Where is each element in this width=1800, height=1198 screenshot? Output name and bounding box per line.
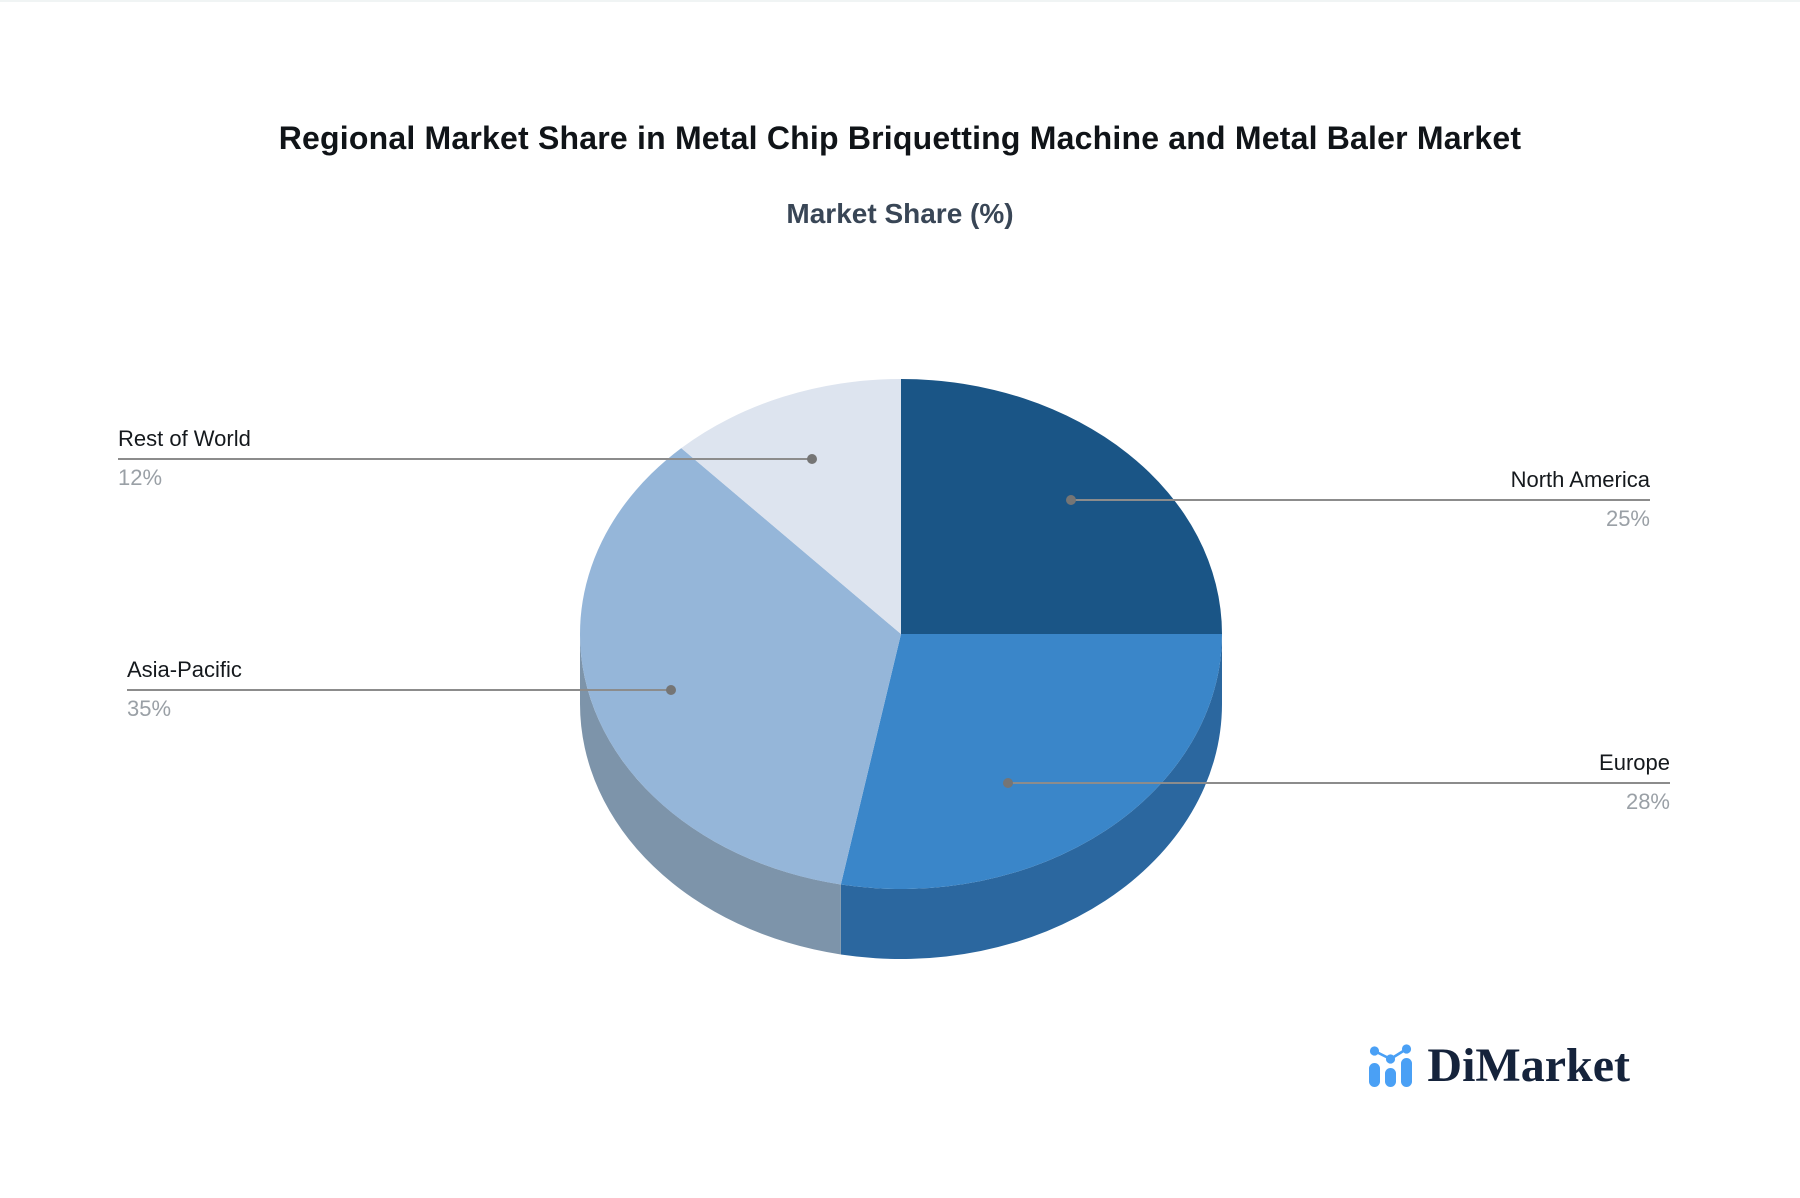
pie-slice-side-asia-pacific (580, 634, 841, 955)
slice-value-europe: 28% (1625, 789, 1670, 814)
slice-label-asia-pacific: Asia-Pacific 35% (127, 659, 242, 720)
slice-name-asia-pacific: Asia-Pacific (127, 657, 242, 682)
slice-value-rest-of-world: 12% (118, 465, 163, 490)
chart-subtitle: Market Share (%) (786, 198, 1014, 229)
slice-name-rest-of-world: Rest of World (118, 426, 251, 451)
slice-label-north-america: North America 25% (1511, 469, 1650, 530)
pie-slice-north-america[interactable] (901, 379, 1222, 634)
slice-name-europe: Europe (1599, 750, 1670, 775)
slice-name-north-america: North America (1510, 467, 1650, 492)
pie-slice-asia-pacific[interactable] (579, 448, 901, 885)
label-dot-asia-pacific (666, 685, 676, 695)
bar-chart-icon (1369, 1044, 1413, 1087)
brand-logo: DiMarket (1366, 1040, 1630, 1090)
slice-value-asia-pacific: 35% (127, 696, 172, 721)
slice-label-rest-of-world: Rest of World 12% (118, 428, 251, 489)
chart-title: Regional Market Share in Metal Chip Briq… (278, 120, 1522, 156)
label-dot-europe (1003, 778, 1013, 788)
label-dot-north-america (1066, 495, 1076, 505)
pie-slice-side-europe (840, 634, 1222, 960)
slice-value-north-america: 25% (1605, 506, 1650, 531)
brand-logo-text: DiMarket (1427, 1039, 1630, 1092)
pie-slice-rest-of-world[interactable] (681, 379, 901, 634)
slice-label-europe: Europe 28% (1599, 752, 1670, 813)
pie-slice-europe[interactable] (840, 634, 1222, 890)
label-dot-rest-of-world (807, 454, 817, 464)
